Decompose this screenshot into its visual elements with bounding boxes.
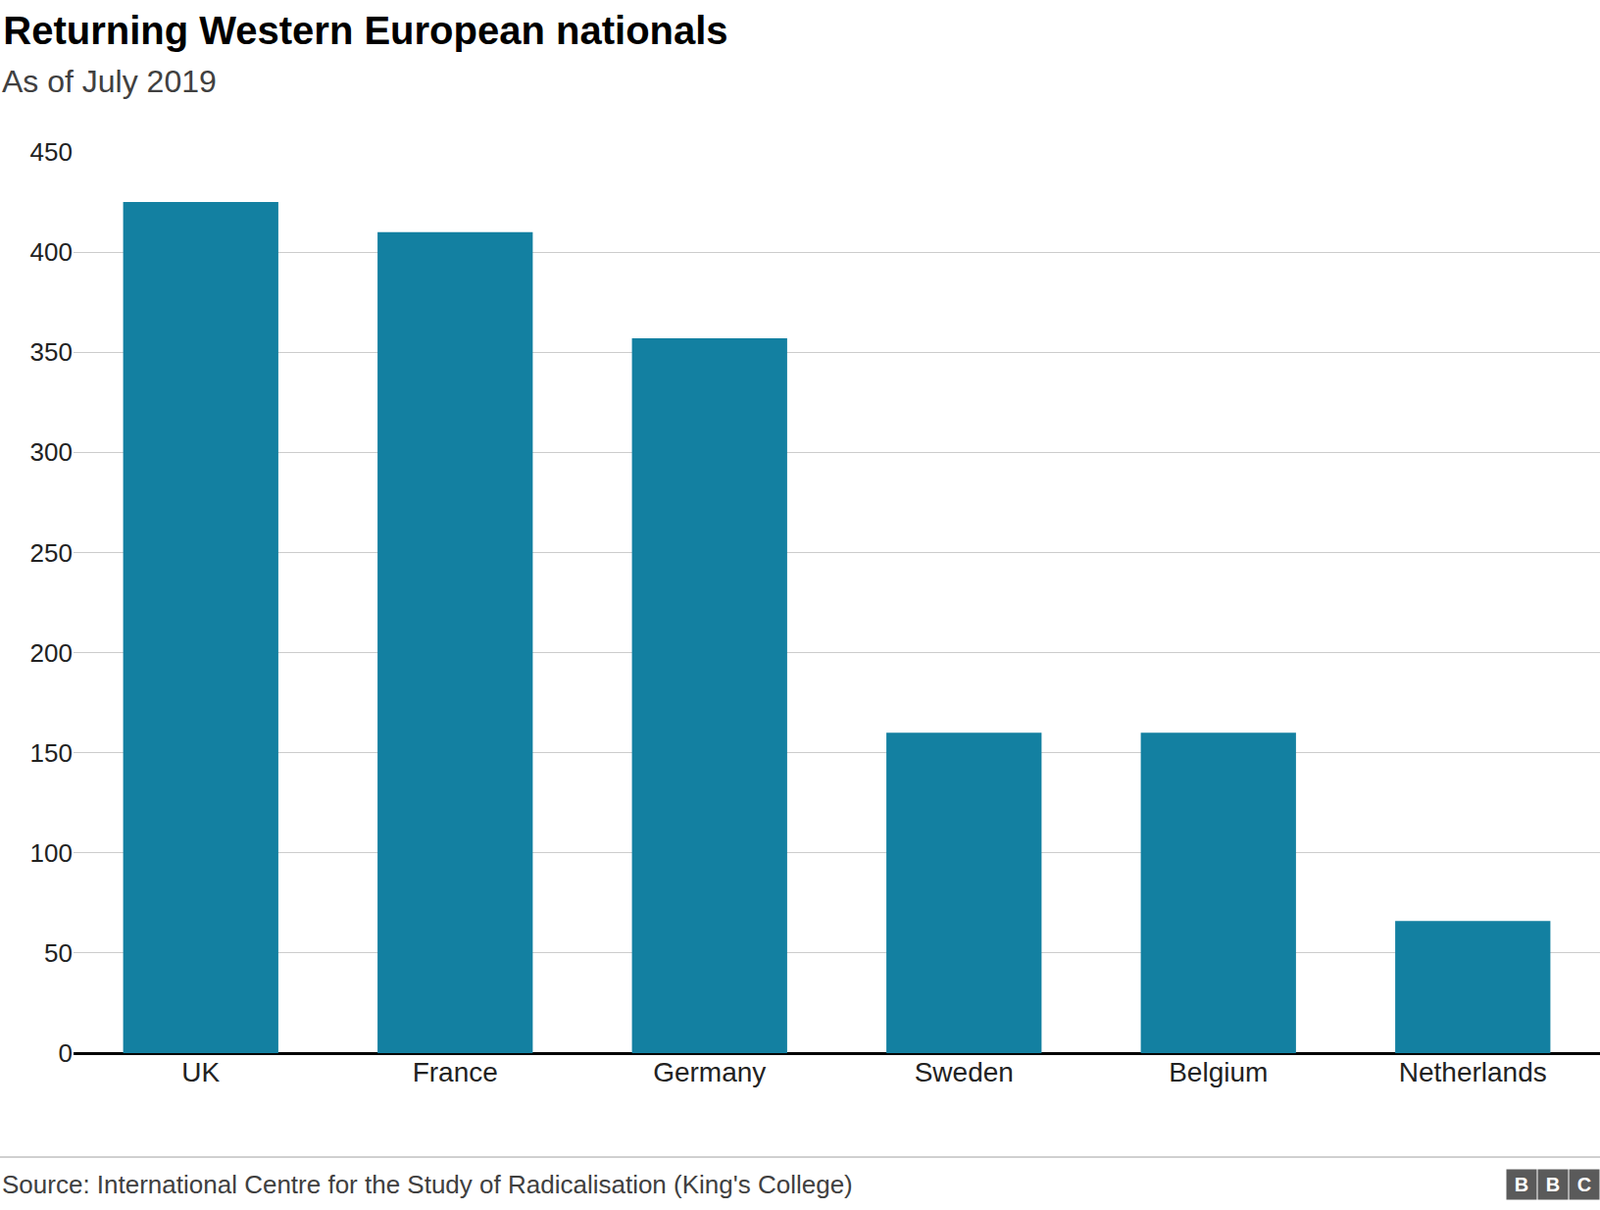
svg-text:150: 150 <box>30 738 73 768</box>
svg-text:400: 400 <box>30 237 73 267</box>
svg-text:France: France <box>412 1056 499 1088</box>
svg-text:200: 200 <box>30 638 73 668</box>
svg-text:C: C <box>1577 1173 1592 1196</box>
svg-text:Source: International Centre f: Source: International Centre for the Stu… <box>1 1169 853 1200</box>
svg-text:100: 100 <box>30 838 73 868</box>
svg-text:350: 350 <box>30 337 73 367</box>
svg-text:450: 450 <box>30 137 73 167</box>
svg-text:Sweden: Sweden <box>914 1056 1014 1088</box>
svg-text:B: B <box>1546 1173 1560 1196</box>
svg-text:300: 300 <box>30 437 73 467</box>
svg-text:Returning Western European nat: Returning Western European nationals <box>2 8 728 52</box>
svg-text:Belgium: Belgium <box>1168 1056 1268 1088</box>
svg-text:50: 50 <box>44 938 73 968</box>
svg-text:0: 0 <box>58 1038 73 1068</box>
svg-text:B: B <box>1514 1173 1529 1196</box>
svg-text:UK: UK <box>181 1056 220 1088</box>
svg-text:250: 250 <box>30 538 73 568</box>
svg-text:Netherlands: Netherlands <box>1399 1056 1548 1088</box>
svg-text:Germany: Germany <box>652 1056 766 1088</box>
svg-text:As of July 2019: As of July 2019 <box>1 63 217 100</box>
